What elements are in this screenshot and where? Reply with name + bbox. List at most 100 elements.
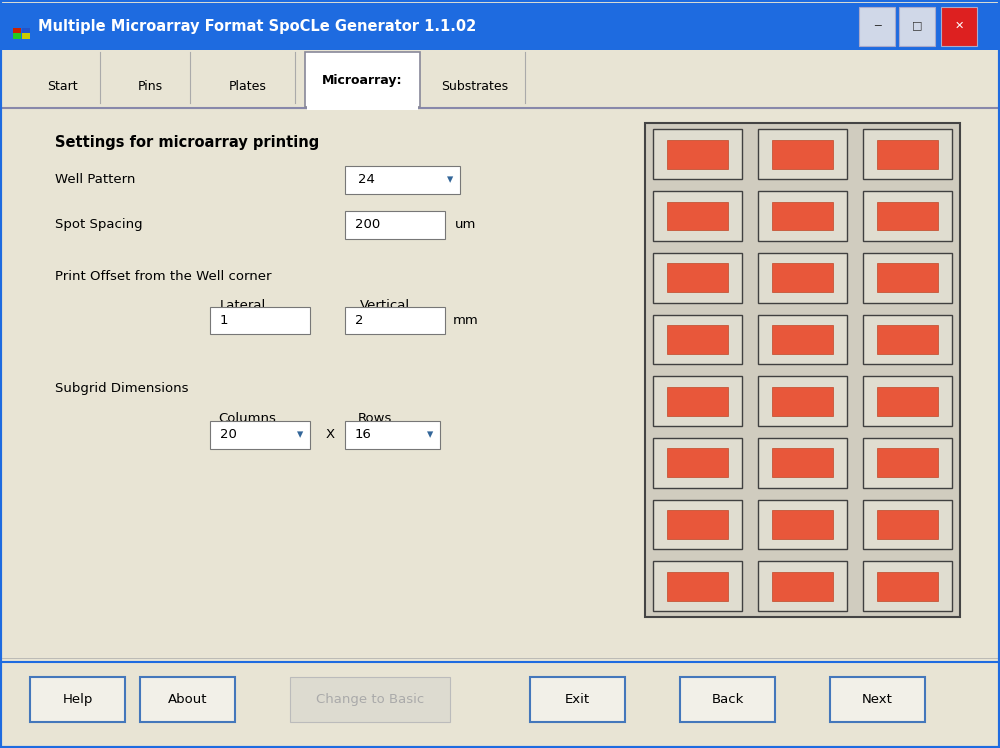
Text: ▾: ▾: [427, 428, 433, 441]
FancyBboxPatch shape: [305, 52, 420, 107]
FancyBboxPatch shape: [667, 571, 728, 601]
FancyBboxPatch shape: [877, 571, 938, 601]
FancyBboxPatch shape: [667, 202, 728, 230]
FancyBboxPatch shape: [345, 166, 460, 194]
FancyBboxPatch shape: [653, 191, 742, 241]
Text: 200: 200: [355, 218, 380, 231]
FancyBboxPatch shape: [877, 510, 938, 539]
Text: Back: Back: [711, 693, 744, 706]
Text: 1: 1: [220, 313, 228, 327]
FancyBboxPatch shape: [345, 307, 445, 334]
FancyBboxPatch shape: [772, 387, 833, 416]
FancyBboxPatch shape: [863, 376, 952, 426]
FancyBboxPatch shape: [877, 202, 938, 230]
Text: 2: 2: [355, 313, 364, 327]
Bar: [22, 33, 30, 39]
FancyBboxPatch shape: [863, 314, 952, 364]
FancyBboxPatch shape: [758, 500, 847, 549]
Text: Multiple Microarray Format SpoCLe Generator 1.1.02: Multiple Microarray Format SpoCLe Genera…: [38, 19, 476, 34]
FancyBboxPatch shape: [863, 500, 952, 549]
FancyBboxPatch shape: [863, 253, 952, 302]
FancyBboxPatch shape: [653, 314, 742, 364]
FancyBboxPatch shape: [653, 129, 742, 180]
Bar: [13, 28, 21, 34]
FancyBboxPatch shape: [667, 263, 728, 292]
FancyBboxPatch shape: [758, 376, 847, 426]
Text: ✕: ✕: [954, 20, 964, 31]
FancyBboxPatch shape: [863, 561, 952, 611]
Text: Spot Spacing: Spot Spacing: [55, 218, 143, 231]
FancyBboxPatch shape: [653, 376, 742, 426]
Text: Next: Next: [862, 693, 893, 706]
Text: Rows: Rows: [358, 412, 392, 426]
FancyBboxPatch shape: [140, 677, 235, 722]
FancyBboxPatch shape: [667, 449, 728, 477]
FancyBboxPatch shape: [680, 677, 775, 722]
FancyBboxPatch shape: [877, 263, 938, 292]
FancyBboxPatch shape: [345, 211, 445, 239]
FancyBboxPatch shape: [2, 3, 998, 50]
Text: 24: 24: [358, 173, 375, 186]
FancyBboxPatch shape: [830, 677, 925, 722]
Text: 16: 16: [355, 428, 372, 441]
Text: Well Pattern: Well Pattern: [55, 173, 135, 186]
FancyBboxPatch shape: [653, 500, 742, 549]
Text: Help: Help: [62, 693, 93, 706]
Text: ▾: ▾: [447, 173, 453, 186]
FancyBboxPatch shape: [758, 129, 847, 180]
Text: 20: 20: [220, 428, 237, 441]
FancyBboxPatch shape: [758, 438, 847, 488]
FancyBboxPatch shape: [772, 571, 833, 601]
FancyBboxPatch shape: [877, 449, 938, 477]
FancyBboxPatch shape: [877, 325, 938, 354]
FancyBboxPatch shape: [772, 325, 833, 354]
FancyBboxPatch shape: [899, 7, 935, 46]
FancyBboxPatch shape: [941, 7, 977, 46]
Text: ▾: ▾: [297, 428, 303, 441]
FancyBboxPatch shape: [758, 191, 847, 241]
Text: mm: mm: [453, 313, 479, 327]
FancyBboxPatch shape: [645, 123, 960, 617]
FancyBboxPatch shape: [667, 510, 728, 539]
FancyBboxPatch shape: [290, 677, 450, 722]
FancyBboxPatch shape: [758, 561, 847, 611]
Text: Plates: Plates: [229, 79, 266, 93]
FancyBboxPatch shape: [2, 51, 998, 108]
Text: Print Offset from the Well corner: Print Offset from the Well corner: [55, 270, 272, 283]
FancyBboxPatch shape: [859, 7, 895, 46]
Text: □: □: [912, 20, 922, 31]
FancyBboxPatch shape: [863, 438, 952, 488]
FancyBboxPatch shape: [210, 421, 310, 449]
FancyBboxPatch shape: [530, 677, 625, 722]
FancyBboxPatch shape: [758, 314, 847, 364]
FancyBboxPatch shape: [772, 263, 833, 292]
FancyBboxPatch shape: [877, 140, 938, 169]
FancyBboxPatch shape: [307, 105, 418, 110]
Bar: [22, 28, 30, 34]
Text: Change to Basic: Change to Basic: [316, 693, 424, 706]
FancyBboxPatch shape: [758, 253, 847, 302]
Text: Pins: Pins: [137, 79, 163, 93]
Text: um: um: [455, 218, 476, 231]
FancyBboxPatch shape: [772, 140, 833, 169]
FancyBboxPatch shape: [210, 307, 310, 334]
FancyBboxPatch shape: [772, 202, 833, 230]
Text: Start: Start: [47, 79, 78, 93]
Text: ─: ─: [874, 20, 880, 31]
FancyBboxPatch shape: [667, 325, 728, 354]
FancyBboxPatch shape: [653, 561, 742, 611]
FancyBboxPatch shape: [653, 253, 742, 302]
FancyBboxPatch shape: [653, 438, 742, 488]
FancyBboxPatch shape: [772, 510, 833, 539]
Text: Columns: Columns: [218, 412, 276, 426]
Bar: [13, 33, 21, 39]
Text: Settings for microarray printing: Settings for microarray printing: [55, 135, 319, 150]
FancyBboxPatch shape: [863, 191, 952, 241]
FancyBboxPatch shape: [667, 140, 728, 169]
FancyBboxPatch shape: [772, 449, 833, 477]
FancyBboxPatch shape: [877, 387, 938, 416]
Text: Lateral: Lateral: [220, 298, 266, 312]
Text: Substrates: Substrates: [441, 79, 509, 93]
FancyBboxPatch shape: [2, 108, 998, 662]
FancyBboxPatch shape: [30, 677, 125, 722]
